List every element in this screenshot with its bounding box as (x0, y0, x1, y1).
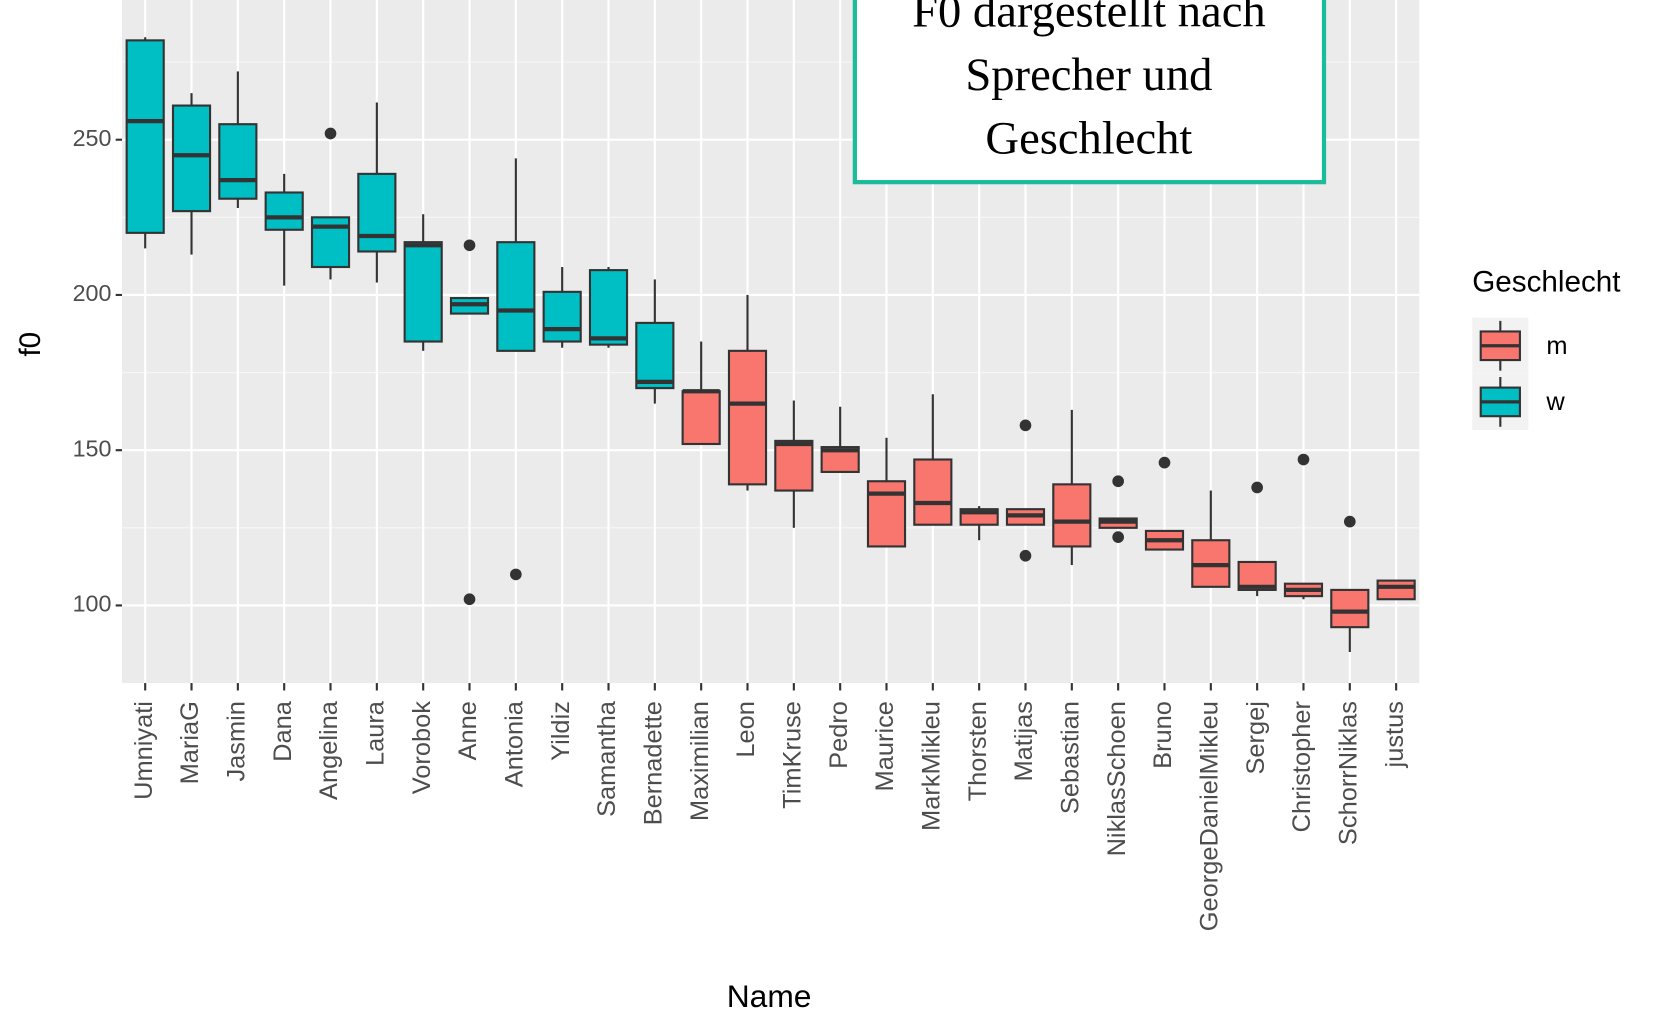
x-tick-label: Thorsten (964, 701, 992, 801)
x-tick-label: Leon (732, 701, 760, 758)
box (635, 321, 675, 390)
x-tick-label: NiklasSchoen (1103, 701, 1131, 856)
x-tick-label: Dana (269, 700, 297, 762)
outlier (463, 239, 476, 252)
box (1052, 483, 1092, 548)
outlier (324, 127, 337, 140)
box (171, 104, 212, 213)
x-tick-label: Matijas (1010, 701, 1038, 781)
box (125, 39, 165, 234)
x-tick-label: Jasmin (223, 701, 251, 781)
x-axis-label: Name (727, 978, 812, 1014)
x-tick-label: Laura (362, 700, 390, 766)
x-tick-label: Antonia (501, 700, 529, 787)
box (866, 480, 907, 548)
box (588, 269, 629, 346)
box (403, 241, 443, 343)
box (357, 172, 397, 253)
legend: mw (1472, 317, 1568, 430)
x-tick-label: TimKruse (779, 701, 807, 809)
outlier (463, 593, 476, 606)
annotation: F0 dargestellt nach Sprecher und Geschlech… (852, 0, 1327, 185)
x-tick-label: Christopher (1288, 701, 1316, 833)
box (1330, 588, 1370, 629)
box (542, 290, 582, 343)
x-tick-label: Umniyati (130, 701, 158, 800)
box (218, 123, 258, 200)
x-tick-label: Maximilian (686, 701, 714, 821)
x-tick-label: Angelina (315, 700, 343, 800)
x-tick-label: Bernadette (640, 701, 668, 825)
x-tick-label: Yildiz (547, 701, 575, 761)
box (774, 439, 814, 492)
x-tick-label: MariaG (176, 701, 204, 784)
box (913, 458, 953, 526)
outlier (1112, 475, 1124, 488)
outlier (1019, 419, 1032, 432)
x-tick-label: Sergej (1242, 701, 1270, 774)
y-tick-label: 100 (73, 591, 112, 617)
annotation-line: F0 dargestellt nach (912, 0, 1266, 38)
box (496, 241, 536, 352)
x-tick-label: MarkMikleu (918, 701, 946, 831)
x-tick-label: Vorobok (408, 701, 436, 795)
outlier (1343, 515, 1356, 528)
outlier (1297, 453, 1310, 466)
marks (125, 37, 1416, 653)
x-tick-label: SchorrNiklas (1335, 701, 1363, 845)
outlier (1251, 481, 1263, 494)
box (1376, 579, 1416, 601)
x-tick-label: Pedro (825, 701, 853, 769)
x-tick-label: Samantha (593, 700, 621, 817)
outlier (1112, 531, 1124, 543)
x-tick-label: Maurice (871, 701, 899, 791)
x-tick-label: Sebastian (1057, 701, 1085, 814)
outlier (1019, 549, 1032, 562)
box (264, 191, 304, 231)
x-tick-label: GeorgeDanielMikleu (1196, 701, 1224, 931)
x-tick-label: Anne (454, 701, 482, 760)
y-tick-label: 250 (73, 125, 112, 151)
legend-label: m (1546, 332, 1567, 360)
y-tick-label: 200 (73, 280, 112, 306)
outlier (510, 568, 522, 581)
box (727, 349, 768, 486)
box (681, 390, 721, 446)
legend-label: w (1545, 388, 1565, 416)
annotation-box (852, 0, 1327, 185)
annotation-line: Geschlecht (985, 113, 1192, 165)
legend-title: Geschlecht (1472, 266, 1621, 299)
annotation-line: Sprecher und (965, 49, 1212, 101)
y-tick-label: 150 (73, 435, 112, 461)
x-tick-label: justus (1381, 701, 1409, 768)
y-axis-label: f0 (14, 332, 47, 357)
outlier (1158, 456, 1171, 469)
x-tick-label: Bruno (1149, 701, 1177, 769)
